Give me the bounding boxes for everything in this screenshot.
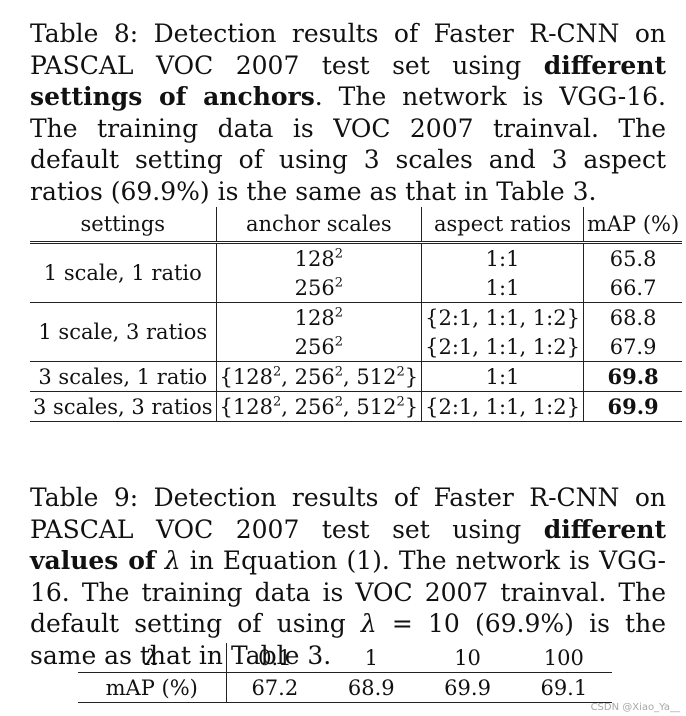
table9-row-label: mAP (%) <box>78 672 227 703</box>
table9-map: 69.9 <box>419 672 516 703</box>
watermark: CSDN @Xiao_Ya__ <box>590 702 680 713</box>
table-row: 1 scale, 3 ratios 1282 {2:1, 1:1, 1:2} 6… <box>30 302 683 362</box>
table8-caption: Table 8: Detection results of Faster R-C… <box>30 18 666 207</box>
table8-scale: 2562 <box>216 332 423 362</box>
table9-header-lambda: λ <box>78 643 227 673</box>
table-row: mAP (%) 67.2 68.9 69.9 69.1 <box>78 672 612 703</box>
table9-lambda-value: 1 <box>323 643 420 673</box>
table8-map: 69.9 <box>583 391 683 422</box>
table8-header-settings: settings <box>30 207 217 244</box>
table9-caption-lambda: λ <box>164 546 181 575</box>
table9-map: 67.2 <box>226 672 324 703</box>
table9-lambda-value: 0.1 <box>226 643 324 673</box>
table8-map: 67.9 <box>609 334 657 359</box>
table8-header-row: settings anchor scales aspect ratios mAP… <box>30 207 683 244</box>
table8-header-aspect-ratios: aspect ratios <box>421 207 584 244</box>
table8-setting: 1 scale, 1 ratio <box>30 242 217 303</box>
table8-ratio: {2:1, 1:1, 1:2} <box>421 302 584 332</box>
table9-caption-prefix: Table 9: Detection results of Faster R-C… <box>30 483 666 544</box>
table9-lambda-value: 10 <box>419 643 516 673</box>
table8-caption-prefix: Table 8: Detection results of Faster R-C… <box>30 19 666 80</box>
table8-setting: 1 scale, 3 ratios <box>30 302 217 362</box>
table9-caption-middle: in Equation (1). The network is VGG-16. … <box>30 546 667 638</box>
table8-ratio: {2:1, 1:1, 1:2} <box>421 391 584 422</box>
table9-caption-lambda-2: λ <box>360 609 377 638</box>
table8: settings anchor scales aspect ratios mAP… <box>30 207 683 422</box>
table8-header-map: mAP (%) <box>583 207 683 244</box>
table-row: 3 scales, 1 ratio {1282, 2562, 5122} 1:1… <box>30 361 683 392</box>
table8-caption-suffix: . The network is VGG-16. The training da… <box>30 82 666 206</box>
table8-ratio: 1:1 <box>421 361 584 392</box>
table8-ratio: 1:1 <box>421 273 584 303</box>
table8-map: 68.8 <box>583 302 683 332</box>
table9: λ 0.1 1 10 100 mAP (%) 67.2 68.9 69.9 69… <box>78 643 612 703</box>
table8-scale: {1282, 2562, 5122} <box>216 391 423 422</box>
table8-header-anchor-scales: anchor scales <box>216 207 423 244</box>
table9-caption-equation: = 10 <box>376 609 460 638</box>
table8-scale: 1282 <box>216 242 423 273</box>
table8-ratio: {2:1, 1:1, 1:2} <box>421 332 584 362</box>
table9-lambda-value: 100 <box>515 643 612 673</box>
table-row: 3 scales, 3 ratios {1282, 2562, 5122} {2… <box>30 391 683 422</box>
table9-map: 68.9 <box>323 672 420 703</box>
table8-ratio: 1:1 <box>421 242 584 273</box>
table8-caption-emph: different settings of anchors <box>30 50 666 112</box>
table9-map: 69.1 <box>515 672 612 703</box>
table9-header-row: λ 0.1 1 10 100 <box>78 643 612 673</box>
table8-map: 69.8 <box>583 361 683 392</box>
table8-map: 66.7 <box>609 275 657 300</box>
table-row: 2562 {2:1, 1:1, 1:2} 67.9 <box>30 332 682 362</box>
table9-caption-emph: different values of <box>30 514 666 576</box>
table8-setting: 3 scales, 3 ratios <box>30 391 217 422</box>
table8-scale: {1282, 2562, 5122} <box>216 361 423 392</box>
table-row: 2562 1:1 66.7 <box>30 273 682 303</box>
table8-map: 65.8 <box>583 242 683 273</box>
table8-setting: 3 scales, 1 ratio <box>30 361 217 392</box>
table8-scale: 1282 <box>216 302 423 332</box>
table8-scale: 2562 <box>216 273 423 303</box>
table-row: 1 scale, 1 ratio 1282 1:1 65.8 <box>30 242 683 303</box>
